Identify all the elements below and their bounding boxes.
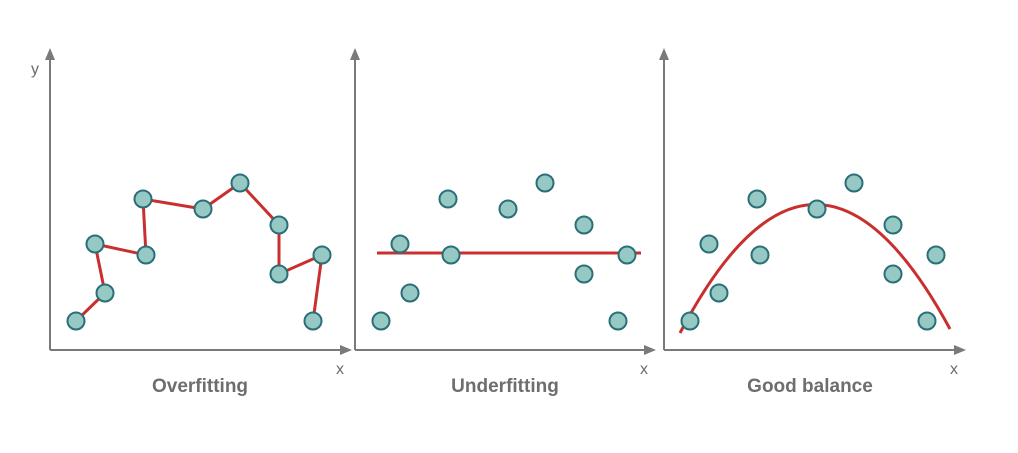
data-point [498,199,518,219]
data-point [917,311,937,331]
y-axis-arrowhead [350,48,360,60]
data-point [441,245,461,265]
panel-caption: Good balance [747,376,873,397]
data-point [709,283,729,303]
x-axis-arrowhead [954,345,966,355]
data-point [807,199,827,219]
data-point [269,215,289,235]
x-axis-label: x [336,361,344,378]
data-point [230,173,250,193]
data-point [926,245,946,265]
panel-caption: Underfitting [451,376,559,397]
data-point [133,189,153,209]
panel-overfitting: y x Overfitting [31,48,352,397]
data-point [750,245,770,265]
data-point [608,311,628,331]
y-axis-label: y [31,61,39,78]
data-point [303,311,323,331]
data-point [136,245,156,265]
y-axis-arrowhead [45,48,55,60]
data-point [438,189,458,209]
data-point [85,234,105,254]
data-point [269,264,289,284]
data-point [312,245,332,265]
data-point [193,199,213,219]
fit-line [678,203,952,334]
data-point [680,311,700,331]
data-point [95,283,115,303]
data-point [617,245,637,265]
x-axis-arrowhead [340,345,352,355]
y-axis-arrowhead [659,48,669,60]
data-point [699,234,719,254]
data-point [400,283,420,303]
x-axis-label: x [640,361,648,378]
data-point [535,173,555,193]
x-axis-label: x [950,361,958,378]
data-point [574,264,594,284]
balanced-curve [678,203,952,334]
panel-underfitting: x Underfitting [350,48,656,397]
data-points [66,173,332,331]
data-points [371,173,637,331]
axes [659,48,966,355]
data-point [747,189,767,209]
data-point [390,234,410,254]
panel-caption: Overfitting [152,376,248,397]
x-axis-arrowhead [644,345,656,355]
data-point [574,215,594,235]
data-point [883,264,903,284]
data-points [680,173,946,331]
axes [45,48,352,355]
data-point [883,215,903,235]
panel-good-balance: x Good balance [659,48,966,397]
data-point [844,173,864,193]
data-point [66,311,86,331]
data-point [371,311,391,331]
axes [350,48,656,355]
